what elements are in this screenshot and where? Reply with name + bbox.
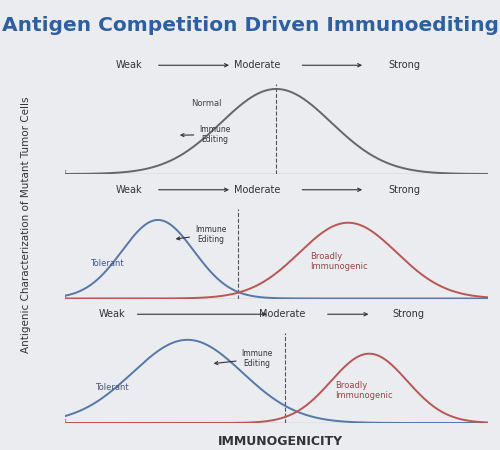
Text: Antigenic Characterization of Mutant Tumor Cells: Antigenic Characterization of Mutant Tum… — [21, 97, 31, 353]
Text: Immune
Editing: Immune Editing — [215, 349, 273, 369]
Text: Antigen Competition Driven Immunoediting: Antigen Competition Driven Immunoediting — [2, 16, 498, 35]
Text: Moderate: Moderate — [234, 185, 280, 195]
Text: Strong: Strong — [388, 185, 420, 195]
Text: Broadly
Immunogenic: Broadly Immunogenic — [336, 381, 393, 400]
Text: Strong: Strong — [388, 60, 420, 70]
Text: Immune
Editing: Immune Editing — [176, 225, 226, 244]
Text: Immune
Editing: Immune Editing — [181, 125, 230, 144]
Text: Broadly
Immunogenic: Broadly Immunogenic — [310, 252, 368, 271]
Text: Weak: Weak — [99, 309, 126, 319]
Text: Moderate: Moderate — [234, 60, 280, 70]
Text: IMMUNOGENICITY: IMMUNOGENICITY — [218, 435, 342, 448]
Text: Moderate: Moderate — [260, 309, 306, 319]
Text: Weak: Weak — [116, 185, 142, 195]
Text: Tolerant: Tolerant — [90, 259, 124, 268]
Text: Tolerant: Tolerant — [94, 383, 128, 392]
Text: Strong: Strong — [392, 309, 424, 319]
Text: Normal: Normal — [191, 99, 222, 108]
Text: Weak: Weak — [116, 60, 142, 70]
